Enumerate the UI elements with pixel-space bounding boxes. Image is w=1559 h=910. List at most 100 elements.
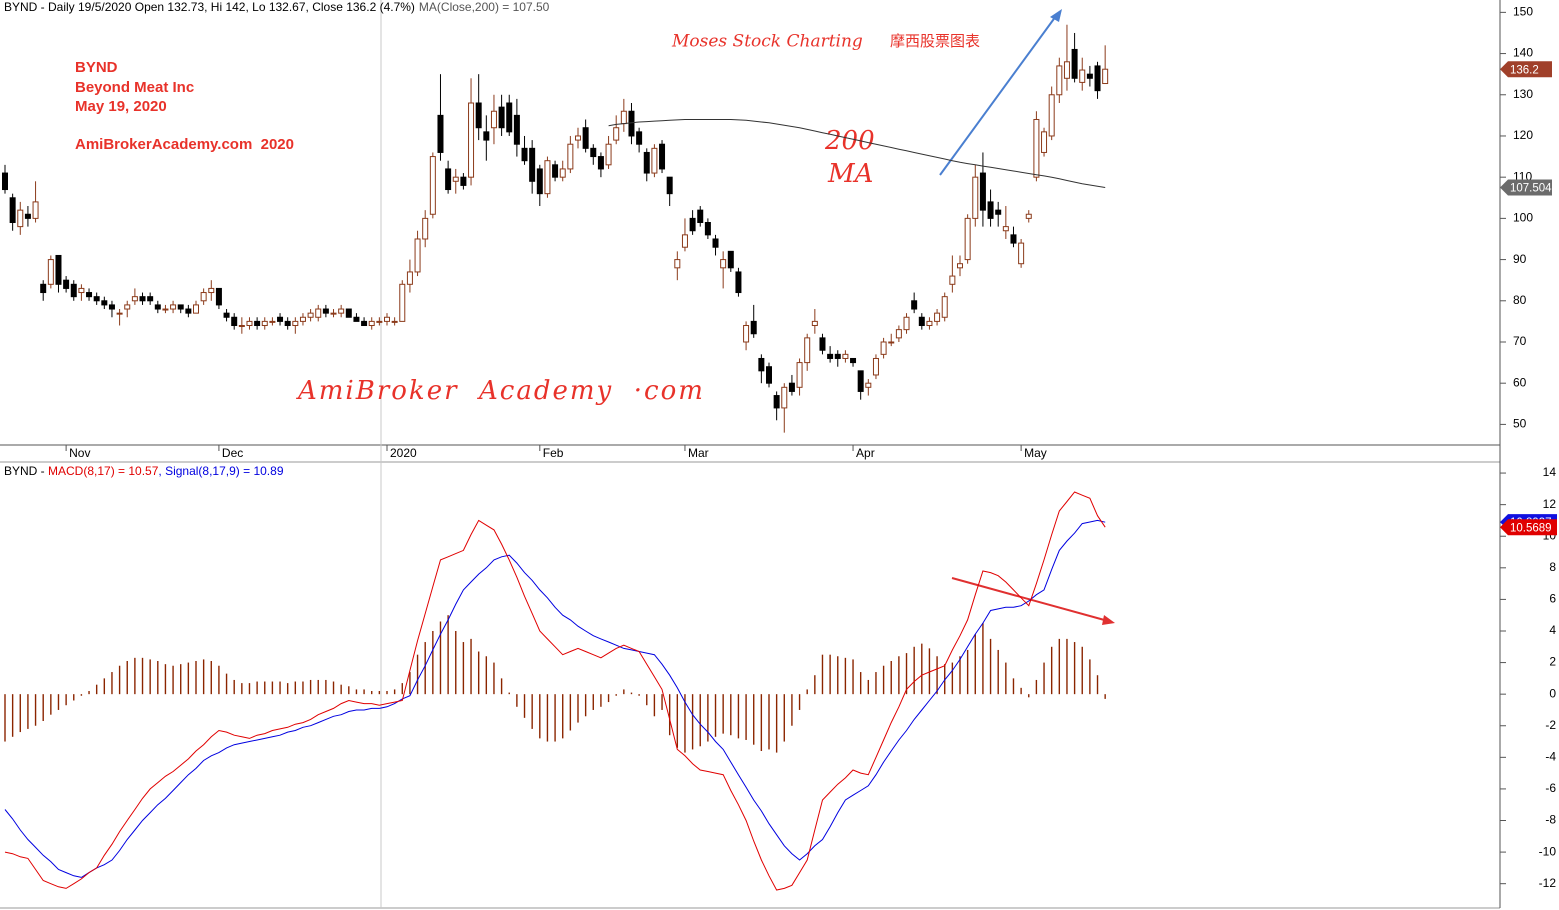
x-tick-label: Apr: [856, 446, 875, 460]
candle-body: [934, 312, 941, 322]
candle-body: [529, 147, 536, 182]
candle-body: [1002, 226, 1009, 232]
candle-body: [620, 110, 627, 125]
candle-body: [781, 386, 788, 409]
candle-body: [246, 320, 253, 327]
candle-body: [1079, 69, 1086, 83]
y-tick-label: 90: [1513, 252, 1527, 266]
candle-body: [926, 320, 933, 327]
value-tag-label: 107.504: [1510, 182, 1552, 194]
candle-body: [895, 329, 902, 339]
candle-body: [254, 320, 261, 327]
candle-body: [1041, 131, 1048, 153]
candle-body: [590, 147, 597, 158]
candle-body: [376, 320, 383, 323]
candle-body: [223, 312, 230, 318]
candle-body: [720, 259, 727, 269]
y-tick-label: -12: [1539, 876, 1557, 890]
candle-body: [995, 209, 1002, 215]
candle-body: [506, 102, 513, 133]
candle-body: [483, 131, 490, 141]
candle-body: [1086, 73, 1093, 79]
candle-body: [9, 197, 16, 223]
candle-body: [689, 217, 696, 232]
candle-body: [384, 316, 390, 322]
candle-body: [1071, 48, 1078, 79]
x-tick-label: 2020: [390, 446, 417, 460]
price-header: BYND - Daily 19/5/2020 Open 132.73, Hi 1…: [4, 0, 550, 14]
candle-body: [674, 259, 681, 269]
candle-body: [544, 160, 551, 195]
candle-body: [582, 127, 589, 149]
candle-body: [513, 114, 520, 145]
trend-arrow: [939, 15, 1057, 176]
candle-body: [1056, 65, 1063, 96]
candle-body: [391, 320, 398, 323]
value-tag-label: 136.2: [1510, 64, 1539, 76]
candle-body: [521, 147, 528, 162]
candle-body: [108, 304, 115, 310]
candle-body: [468, 102, 475, 178]
candle-body: [32, 201, 39, 219]
y-tick-label: 120: [1513, 128, 1533, 142]
annotation: Moses Stock Charting: [671, 32, 863, 52]
value-tag: [1500, 179, 1552, 196]
candle-body: [605, 143, 612, 166]
candle-body: [101, 300, 108, 306]
candle-body: [208, 287, 215, 294]
candle-body: [628, 110, 635, 137]
candle-body: [368, 320, 375, 327]
candle-body: [796, 362, 803, 388]
macd-header: BYND - MACD(8,17) = 10.57, Signal(8,17,9…: [4, 464, 284, 478]
header-signal: , Signal(8,17,9) = 10.89: [158, 464, 283, 478]
y-tick-label: 4: [1549, 623, 1556, 637]
candle-body: [1094, 65, 1101, 92]
candle-body: [93, 296, 100, 302]
y-tick-label: 70: [1513, 334, 1527, 348]
candle-body: [238, 325, 245, 328]
arrow-head: [1102, 615, 1115, 625]
candle-body: [330, 312, 337, 315]
candle-body: [1063, 61, 1070, 79]
y-tick-label: 100: [1513, 211, 1533, 225]
candle-body: [766, 366, 772, 384]
candle-body: [750, 320, 757, 335]
candle-body: [193, 304, 199, 314]
candle-body: [804, 337, 811, 364]
candle-body: [399, 283, 406, 322]
y-tick-label: 0: [1549, 686, 1556, 700]
candle-body: [834, 353, 841, 359]
candle-body: [613, 127, 620, 141]
candle-body: [880, 341, 887, 355]
candle-body: [78, 287, 85, 294]
candle-body: [743, 325, 750, 343]
candle-body: [941, 296, 948, 318]
value-tag: [1500, 519, 1557, 536]
candle-body: [63, 279, 70, 289]
candle-body: [575, 135, 581, 141]
candle-body: [857, 370, 864, 392]
candle-body: [567, 143, 574, 170]
candle-body: [70, 283, 77, 298]
candle-body: [2, 172, 8, 191]
candle-body: [55, 254, 62, 285]
candle-body: [437, 114, 444, 153]
candle-body: [536, 168, 543, 195]
y-tick-label: 12: [1543, 497, 1557, 511]
candle-body: [162, 308, 169, 311]
candle-body: [597, 156, 604, 170]
y-tick-label: 2: [1549, 655, 1556, 669]
candle-body: [414, 238, 421, 273]
candle-body: [299, 316, 306, 322]
header-macd: MACD(8,17) = 10.57: [48, 464, 159, 478]
candle-body: [636, 131, 643, 145]
candle-body: [292, 320, 299, 327]
candle-body: [24, 213, 31, 219]
candle-body: [47, 259, 54, 285]
candle-body: [865, 382, 872, 388]
candle-body: [445, 168, 452, 191]
y-tick-label: -6: [1545, 781, 1556, 795]
